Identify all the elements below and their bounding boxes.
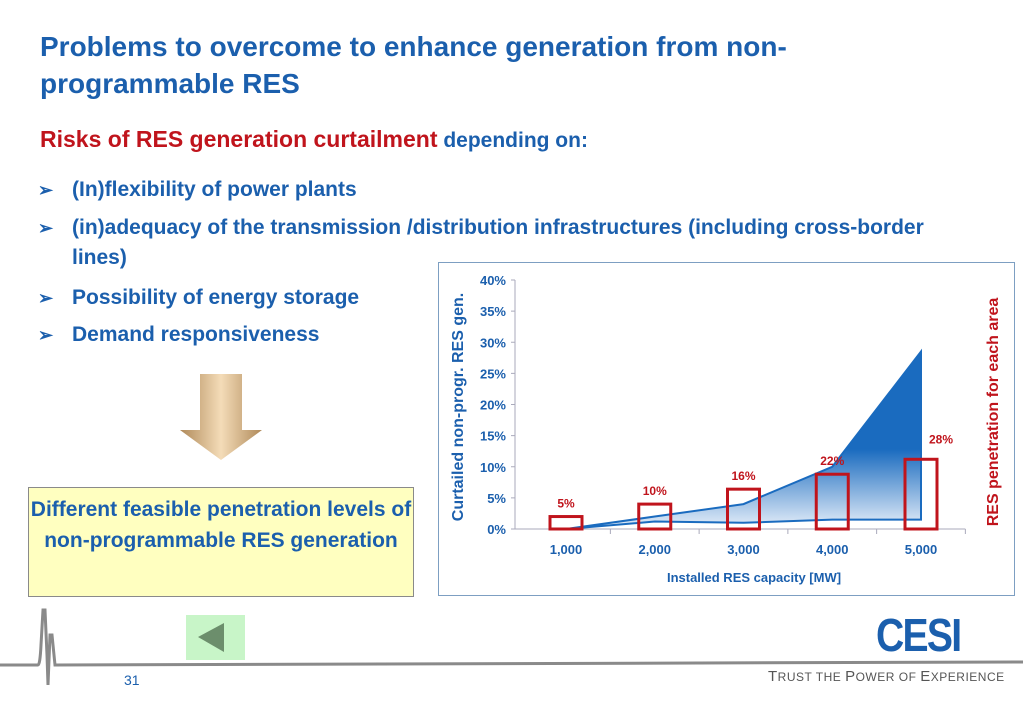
back-button[interactable] [186, 615, 245, 660]
x-tick-label: 1,000 [550, 542, 583, 557]
tagline: TRUST THE POWER OF EXPERIENCE [768, 668, 1005, 685]
bar-data-label: 5% [557, 497, 575, 511]
y-tick-label: 5% [487, 491, 506, 506]
x-tick-label: 2,000 [638, 542, 671, 557]
page-number: 31 [124, 672, 140, 688]
curtailment-chart: Curtailed non-progr. RES gen. RES penetr… [450, 273, 1002, 585]
subtitle-highlight: Risks of RES generation curtailment [40, 126, 438, 152]
bullet-item: ➢ Possibility of energy storage [38, 283, 438, 313]
x-tick-label: 4,000 [816, 542, 849, 557]
y-axis-label: Curtailed non-progr. RES gen. [450, 293, 467, 521]
arrow-bullet-icon: ➢ [38, 288, 54, 308]
penetration-bar [814, 472, 850, 531]
penetration-bar [637, 502, 673, 531]
x-tick-label: 5,000 [905, 542, 938, 557]
bar-data-label: 16% [731, 469, 755, 483]
arrow-bullet-icon: ➢ [38, 180, 54, 200]
penetration-bar [903, 457, 939, 531]
y-tick-label: 0% [487, 522, 506, 537]
y-tick-label: 10% [480, 460, 506, 475]
y-tick-label: 30% [480, 335, 506, 350]
y-tick-label: 25% [480, 366, 506, 381]
y-tick-label: 35% [480, 304, 506, 319]
y-tick-label: 20% [480, 398, 506, 413]
bullet-item: ➢ (in)adequacy of the transmission /distr… [38, 213, 978, 273]
subtitle: Risks of RES generation curtailment depe… [40, 126, 588, 153]
conclusion-box: Different feasible penetration levels of… [28, 487, 414, 597]
bar-data-label: 28% [929, 432, 953, 446]
bar-data-label: 10% [643, 484, 667, 498]
penetration-bar [548, 515, 584, 531]
x-tick-label: 3,000 [727, 542, 760, 557]
subtitle-rest: depending on: [437, 129, 588, 152]
penetration-bar [726, 487, 761, 531]
bar-data-label: 22% [820, 454, 844, 468]
arrow-bullet-icon: ➢ [38, 325, 54, 345]
chart-frame [438, 262, 1015, 596]
slide-title: Problems to overcome to enhance generati… [40, 31, 787, 99]
y-tick-label: 15% [480, 429, 506, 444]
arrow-bullet-icon: ➢ [38, 218, 54, 238]
curtailment-area [565, 348, 922, 530]
left-triangle-icon [198, 623, 224, 652]
bullet-item: ➢ (In)flexibility of power plants [38, 175, 978, 205]
down-arrow-icon [180, 374, 262, 460]
x-axis-label: Installed RES capacity [MW] [667, 570, 841, 585]
y2-axis-label: RES penetration for each area [985, 298, 1002, 527]
cesi-logo: CESI [876, 609, 962, 661]
y-tick-label: 40% [480, 273, 506, 288]
bullet-item: ➢ Demand responsiveness [38, 320, 438, 350]
footer-line [0, 608, 1023, 685]
